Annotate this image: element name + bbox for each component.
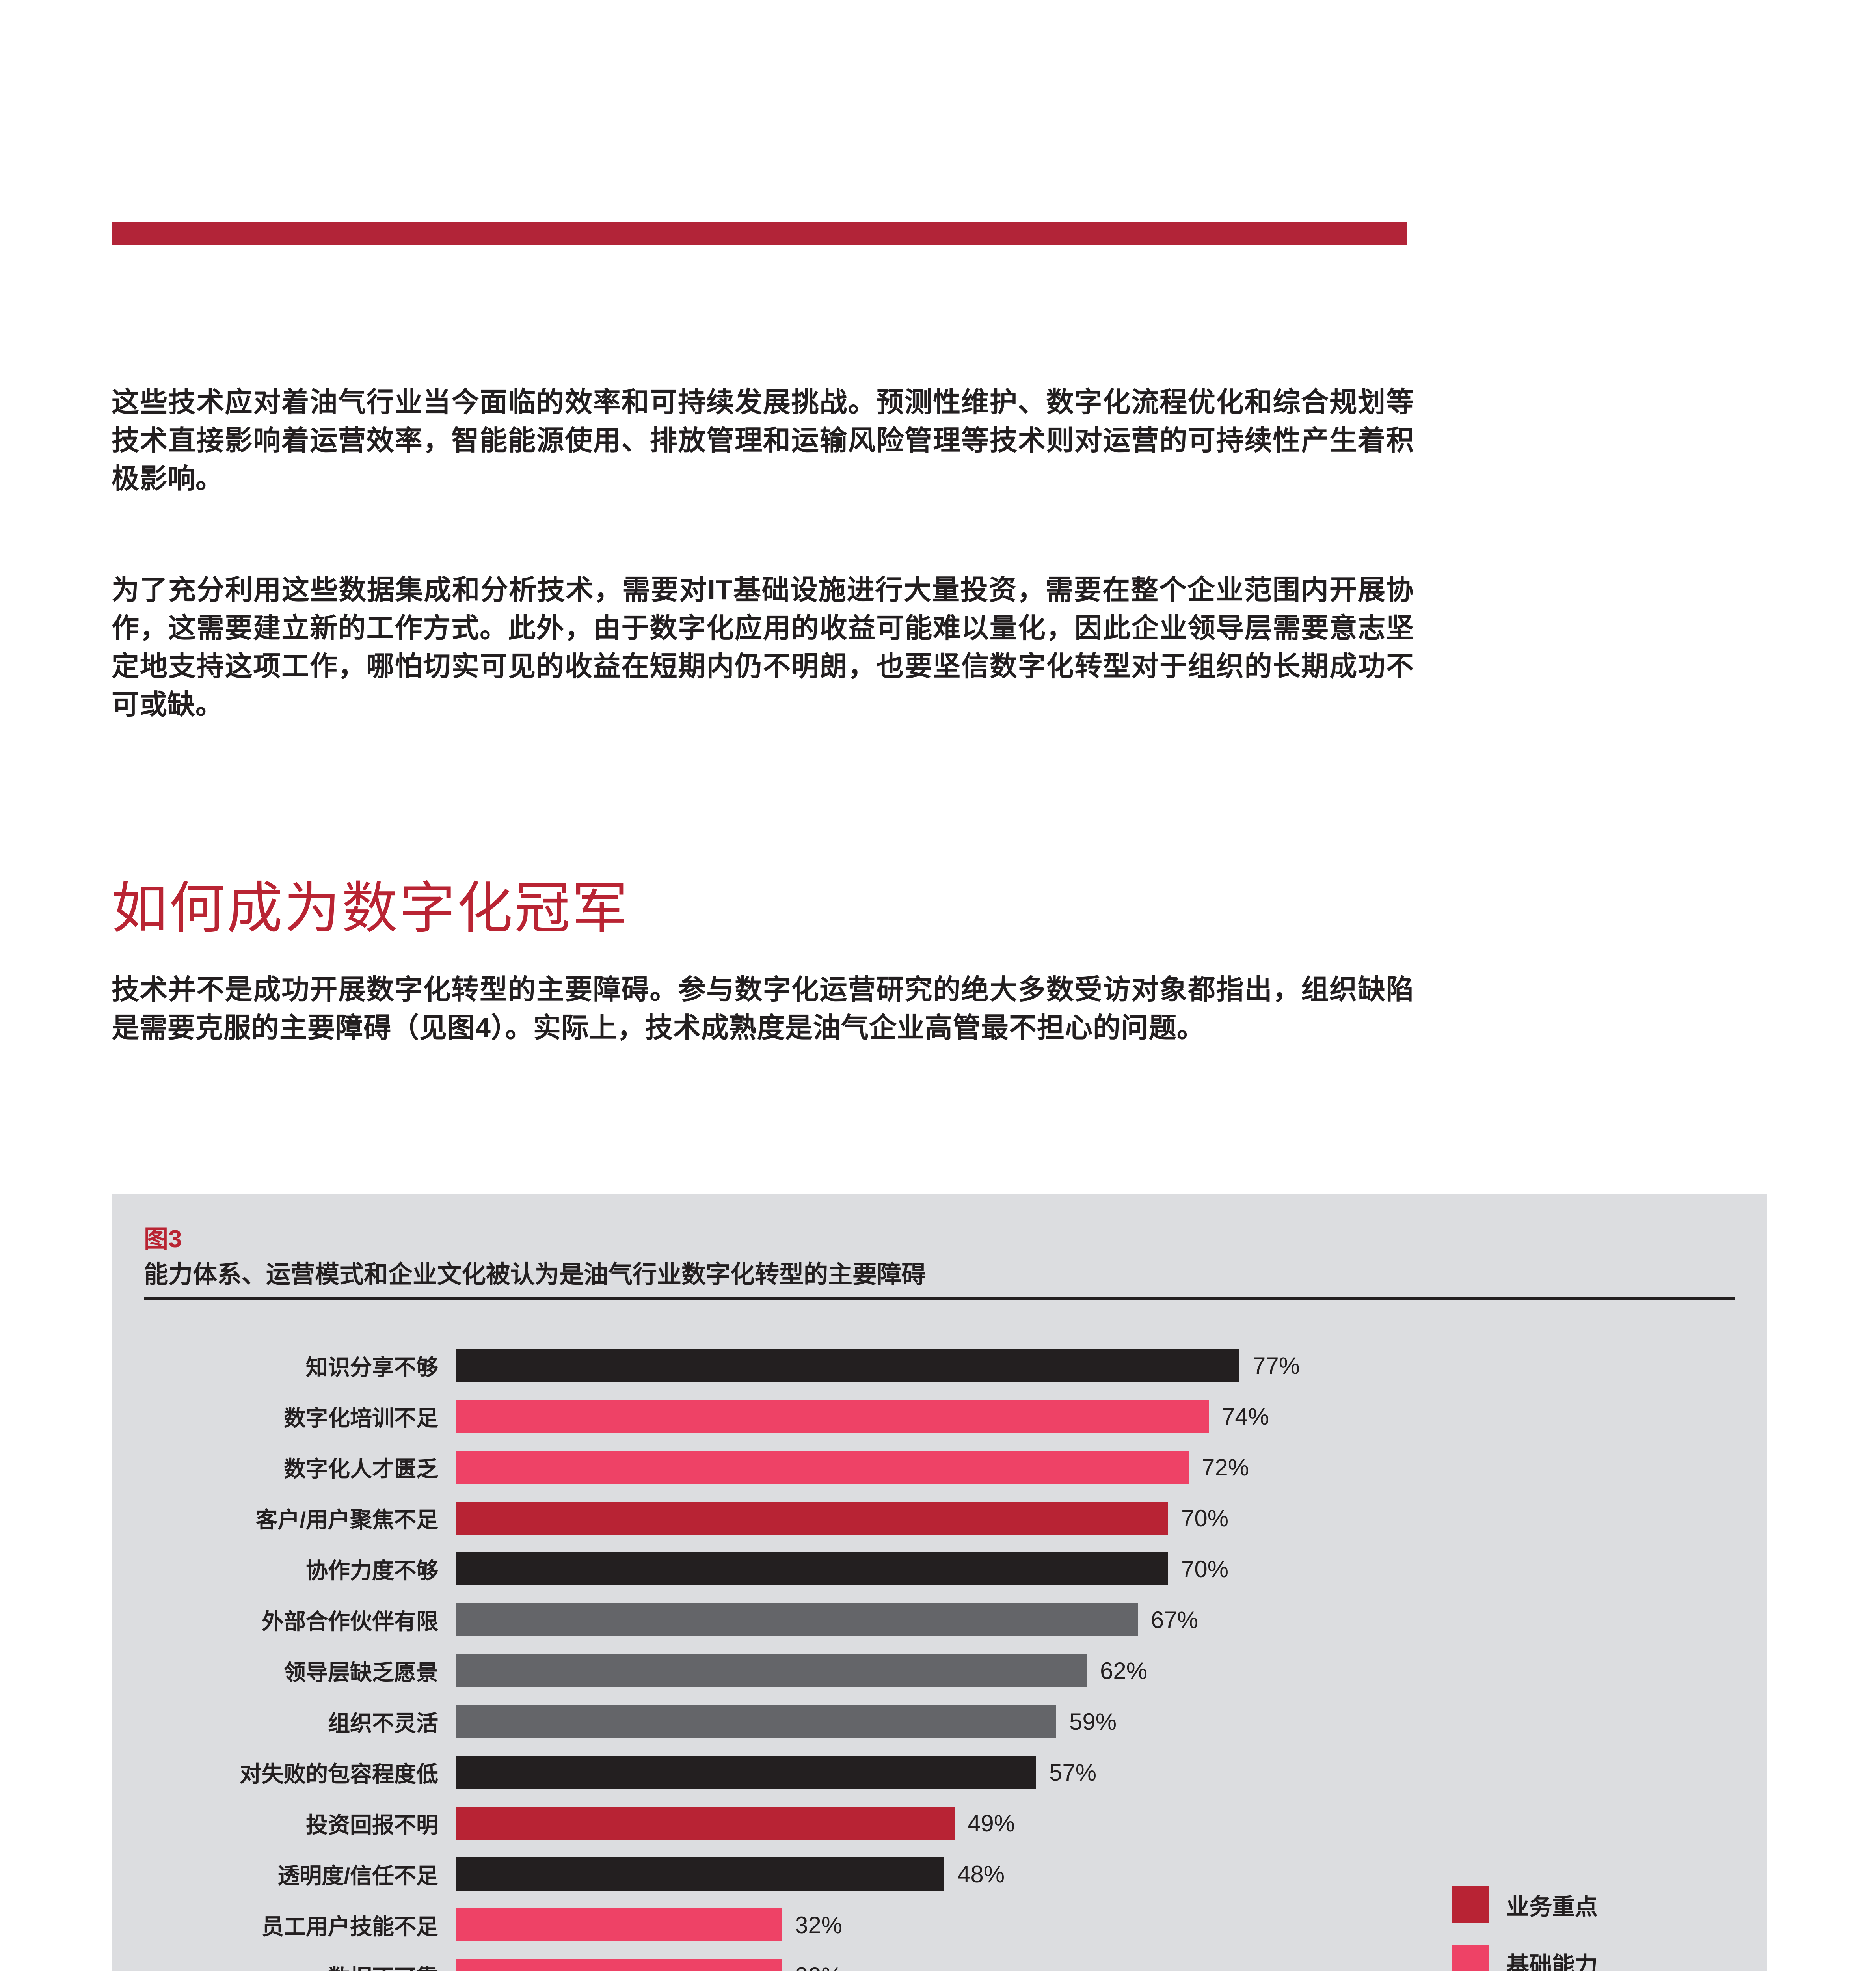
bar-value: 72%	[1202, 1454, 1249, 1481]
bar-label: 客户/用户聚焦不足	[255, 1507, 438, 1532]
bar-label: 组织不灵活	[328, 1710, 438, 1736]
chart-row: 对失败的包容程度低 57%	[144, 1756, 1735, 1789]
bar	[456, 1756, 1036, 1789]
bar	[456, 1349, 1240, 1382]
bar-label: 员工用户技能不足	[262, 1914, 438, 1939]
chart-row: 协作力度不够 70%	[144, 1552, 1735, 1585]
chart-legend: 业务重点基础能力数字化运营模式敏捷文化其他	[1452, 1886, 1666, 1971]
bar-value: 32%	[795, 1962, 842, 1971]
chart-row: 投资回报不明 49%	[144, 1807, 1735, 1840]
bar	[456, 1400, 1209, 1433]
legend-item: 基础能力	[1452, 1945, 1666, 1971]
bar-value: 67%	[1151, 1606, 1199, 1633]
bar	[456, 1451, 1189, 1484]
top-banner	[112, 222, 1407, 245]
bar-value: 59%	[1069, 1708, 1117, 1735]
bar-label: 数字化人才匮乏	[284, 1456, 438, 1481]
bar-label: 数字化培训不足	[284, 1405, 438, 1431]
bar-label: 透明度/信任不足	[277, 1863, 438, 1888]
bar-label: 领导层缺乏愿景	[284, 1660, 438, 1685]
bar-label: 知识分享不够	[306, 1354, 438, 1380]
chart-row: 领导层缺乏愿景 62%	[144, 1654, 1735, 1687]
chart-row: 数字化培训不足 74%	[144, 1400, 1735, 1433]
bar-chart: 知识分享不够 77% 数字化培训不足 74% 数字化人才匮乏 72% 客户/用户聚焦不足 70…	[144, 1349, 1735, 1971]
bar-label: 对失败的包容程度低	[240, 1761, 438, 1787]
legend-swatch	[1452, 1945, 1489, 1971]
figure-title: 能力体系、运营模式和企业文化被认为是油气行业数字化转型的主要障碍	[144, 1261, 926, 1288]
bar	[456, 1552, 1168, 1585]
bar	[456, 1807, 955, 1840]
bar-value: 49%	[968, 1810, 1015, 1837]
bar-value: 77%	[1253, 1352, 1300, 1379]
chart-row: 知识分享不够 77%	[144, 1349, 1735, 1382]
bar	[456, 1502, 1168, 1535]
figure-divider-top	[144, 1297, 1735, 1300]
bar-value: 70%	[1181, 1556, 1229, 1582]
section-heading: 如何成为数字化冠军	[112, 876, 629, 941]
paragraph-technology-challenges: 这些技术应对着油气行业当今面临的效率和可持续发展挑战。预测性维护、数字化流程优化…	[112, 387, 1414, 494]
bar-value: 74%	[1222, 1403, 1269, 1430]
figure-box: 图3 能力体系、运营模式和企业文化被认为是油气行业数字化转型的主要障碍 知识分享…	[112, 1194, 1767, 1971]
bar-label: 外部合作伙伴有限	[262, 1609, 438, 1634]
figure-label: 图3	[144, 1226, 182, 1253]
bar-value: 48%	[957, 1861, 1005, 1887]
bar	[456, 1959, 782, 1971]
paragraph-main-obstacles: 技术并不是成功开展数字化转型的主要障碍。参与数字化运营研究的绝大多数受访对象都指…	[112, 974, 1414, 1043]
chart-row: 员工用户技能不足 32%	[144, 1908, 1735, 1941]
legend-item: 业务重点	[1452, 1886, 1666, 1923]
chart-row: 数字化人才匮乏 72%	[144, 1451, 1735, 1484]
bar	[456, 1857, 944, 1891]
chart-row: 外部合作伙伴有限 67%	[144, 1603, 1735, 1636]
legend-label: 基础能力	[1506, 1952, 1598, 1971]
chart-row: 组织不灵活 59%	[144, 1705, 1735, 1738]
paragraph-it-investment: 为了充分利用这些数据集成和分析技术，需要对IT基础设施进行大量投资，需要在整个企…	[112, 574, 1414, 720]
bar-label: 协作力度不够	[306, 1558, 438, 1583]
bar	[456, 1705, 1056, 1738]
bar-value: 70%	[1181, 1505, 1229, 1531]
chart-row: 客户/用户聚焦不足 70%	[144, 1502, 1735, 1535]
chart-row: 数据不可靠 32%	[144, 1959, 1735, 1971]
legend-swatch	[1452, 1886, 1489, 1923]
bar	[456, 1603, 1138, 1636]
legend-label: 业务重点	[1506, 1894, 1598, 1920]
bar-value: 62%	[1100, 1657, 1148, 1684]
bar	[456, 1908, 782, 1941]
bar-label: 投资回报不明	[306, 1812, 438, 1837]
bar-label: 数据不可靠	[144, 1960, 456, 1971]
chart-row: 透明度/信任不足 48%	[144, 1857, 1735, 1891]
bar	[456, 1654, 1087, 1687]
bar-value: 57%	[1049, 1759, 1097, 1786]
bar-value: 32%	[795, 1911, 843, 1938]
